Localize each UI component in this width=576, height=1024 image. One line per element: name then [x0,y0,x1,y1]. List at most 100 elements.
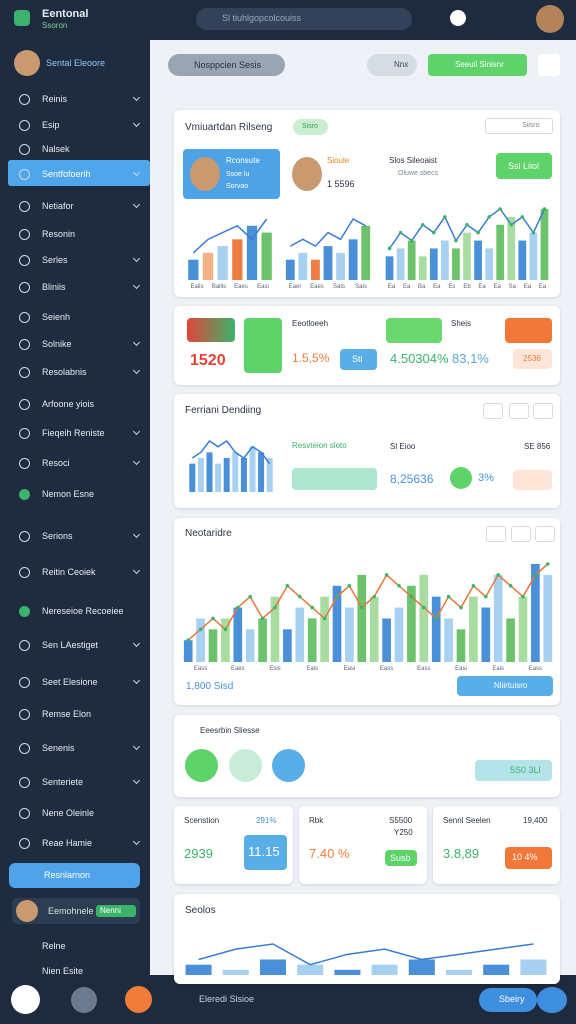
nav-icon [19,120,30,131]
bar [258,618,267,662]
nav-item: Fieqeih Reniste [42,428,105,438]
line-point [509,222,514,227]
toolbar-button[interactable] [428,54,527,76]
bar [496,224,505,280]
bar [507,216,516,280]
bar [493,574,503,662]
line-point [260,616,265,621]
tile-box-label: 11.15 [248,844,280,859]
tab-group[interactable] [485,118,553,134]
icon-button[interactable] [533,403,553,419]
search-text: Sl tiuhlgopcolcouiss [222,13,302,23]
pill-label: Nnx [394,60,409,69]
button-label: Nliirtuisro [494,681,528,690]
line-point [298,594,302,599]
action-button[interactable] [125,986,152,1013]
line-point [422,605,426,610]
label: SE 856 [524,442,551,451]
chart-button[interactable] [457,676,553,696]
edit-button[interactable] [71,987,97,1013]
line [187,563,549,641]
bar [394,607,404,662]
nav-icon [19,339,30,350]
line-point [248,594,252,599]
tile-box [385,850,417,866]
tile-sub: Y250 [394,828,413,837]
sidebar-button[interactable] [9,863,140,888]
line-point [521,594,525,599]
line [192,218,268,254]
mini-chart [189,439,273,492]
nav-item: Resoci [42,458,70,468]
icon-button[interactable] [535,526,555,542]
bar [396,248,405,280]
x-label: Ea [478,284,486,290]
profile-avatar [16,900,38,922]
action-circle[interactable] [272,749,305,782]
profile-name: Eemohnele [48,906,94,916]
icon-button[interactable] [511,526,531,542]
bar [246,225,258,280]
line-point [434,616,438,621]
flag-icon [187,318,235,342]
bar [407,585,416,662]
nav-icon [19,458,30,469]
nav-item: Serions [42,531,73,541]
search-bar[interactable] [196,8,412,30]
line-point [372,594,376,599]
x-label: Eaes [231,666,245,672]
card-title: Seolos [185,905,216,916]
bar [223,458,230,492]
line-point [542,207,547,211]
tile-box-label: 10 4% [512,852,538,862]
bar [259,959,287,975]
action-circle[interactable] [229,749,262,782]
bar [266,458,273,492]
mini-chart: Ea Ea Ba Ea Es Eb Ea Ea Sa Ea Ea [385,207,549,290]
active-item[interactable] [8,160,150,186]
toolbar-search[interactable] [168,54,285,76]
line-point [409,238,414,243]
line-point [420,222,425,227]
toolbar-icon[interactable] [538,54,560,76]
tab-label: Siisro [522,122,540,129]
tile [433,806,560,884]
toolbar-pill[interactable] [367,54,417,76]
bar [222,969,249,975]
notification-icon[interactable] [450,10,466,26]
blue-button[interactable] [340,349,377,370]
nav-icon [19,367,30,378]
home-button[interactable] [11,985,40,1014]
icon-button[interactable] [486,526,506,542]
line-point [484,594,488,599]
profile-value: 1 5596 [327,179,355,189]
nav-icon [19,282,30,293]
bar [481,607,491,662]
light-orange-box [513,470,552,490]
bar [345,607,354,662]
green-button[interactable] [496,153,552,179]
button-label: Sti [352,354,363,364]
line-point [223,627,228,632]
progress-box [292,468,377,490]
tile-value: 2939 [184,846,213,861]
actions-pill[interactable] [475,760,552,781]
line-point [487,215,491,219]
nav-icon [19,606,30,617]
chat-button[interactable] [537,987,567,1013]
icon-button[interactable] [483,403,503,419]
action-circle[interactable] [185,749,218,782]
line-point [533,573,538,577]
nav-item: Serles [42,255,68,265]
bar [431,596,441,662]
bar [202,252,214,280]
nav-item: Resolabnis [42,367,87,377]
bottom-button[interactable] [479,988,537,1012]
avatar[interactable] [536,5,564,33]
bar [196,618,205,662]
stat-value: 83,1% [452,351,489,366]
x-label: Easi [344,666,356,672]
button-label: Sbeiry [499,994,525,1004]
profile-photo [292,157,322,191]
icon-button[interactable] [509,403,529,419]
